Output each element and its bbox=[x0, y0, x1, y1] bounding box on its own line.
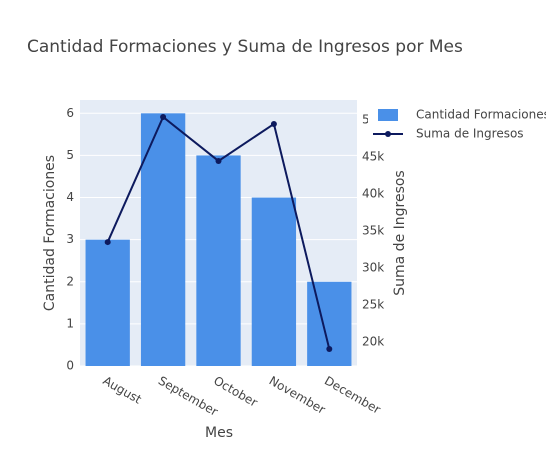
bar bbox=[307, 281, 352, 366]
legend-label: Cantidad Formaciones bbox=[416, 108, 546, 122]
legend-label: Suma de Ingresos bbox=[416, 127, 524, 141]
y-tick-label: 1 bbox=[66, 316, 74, 330]
y-tick-label: 5 bbox=[66, 148, 74, 162]
line-point bbox=[215, 157, 222, 164]
line-point bbox=[326, 345, 333, 352]
bar bbox=[140, 113, 186, 366]
y2-tick-label: 20k bbox=[362, 334, 384, 348]
legend-swatch bbox=[385, 131, 391, 137]
marks bbox=[85, 113, 352, 366]
y2-tick-label: 25k bbox=[362, 297, 384, 311]
legend-swatch bbox=[378, 109, 398, 121]
bar bbox=[85, 239, 130, 366]
y-tick-label: 6 bbox=[66, 106, 74, 120]
y2-tick-label: 30k bbox=[362, 260, 384, 274]
line-point bbox=[270, 120, 277, 127]
y2-axis-title: Suma de Ingresos bbox=[392, 170, 408, 295]
line-point bbox=[160, 114, 167, 121]
y2-tick-label: 40k bbox=[362, 186, 384, 200]
bar bbox=[196, 155, 241, 366]
y-tick-label: 4 bbox=[66, 190, 74, 204]
y-tick-label: 0 bbox=[66, 359, 74, 373]
x-axis-title: Mes bbox=[205, 425, 233, 441]
y-tick-label: 3 bbox=[66, 232, 74, 246]
y-tick-label: 2 bbox=[66, 274, 74, 288]
line-point bbox=[104, 239, 111, 246]
y2-tick-label: 45k bbox=[362, 149, 384, 163]
chart-title: Cantidad Formaciones y Suma de Ingresos … bbox=[27, 37, 463, 57]
y-axis-title: Cantidad Formaciones bbox=[42, 155, 58, 311]
bar bbox=[251, 197, 297, 366]
y2-tick-label: 35k bbox=[362, 223, 384, 237]
